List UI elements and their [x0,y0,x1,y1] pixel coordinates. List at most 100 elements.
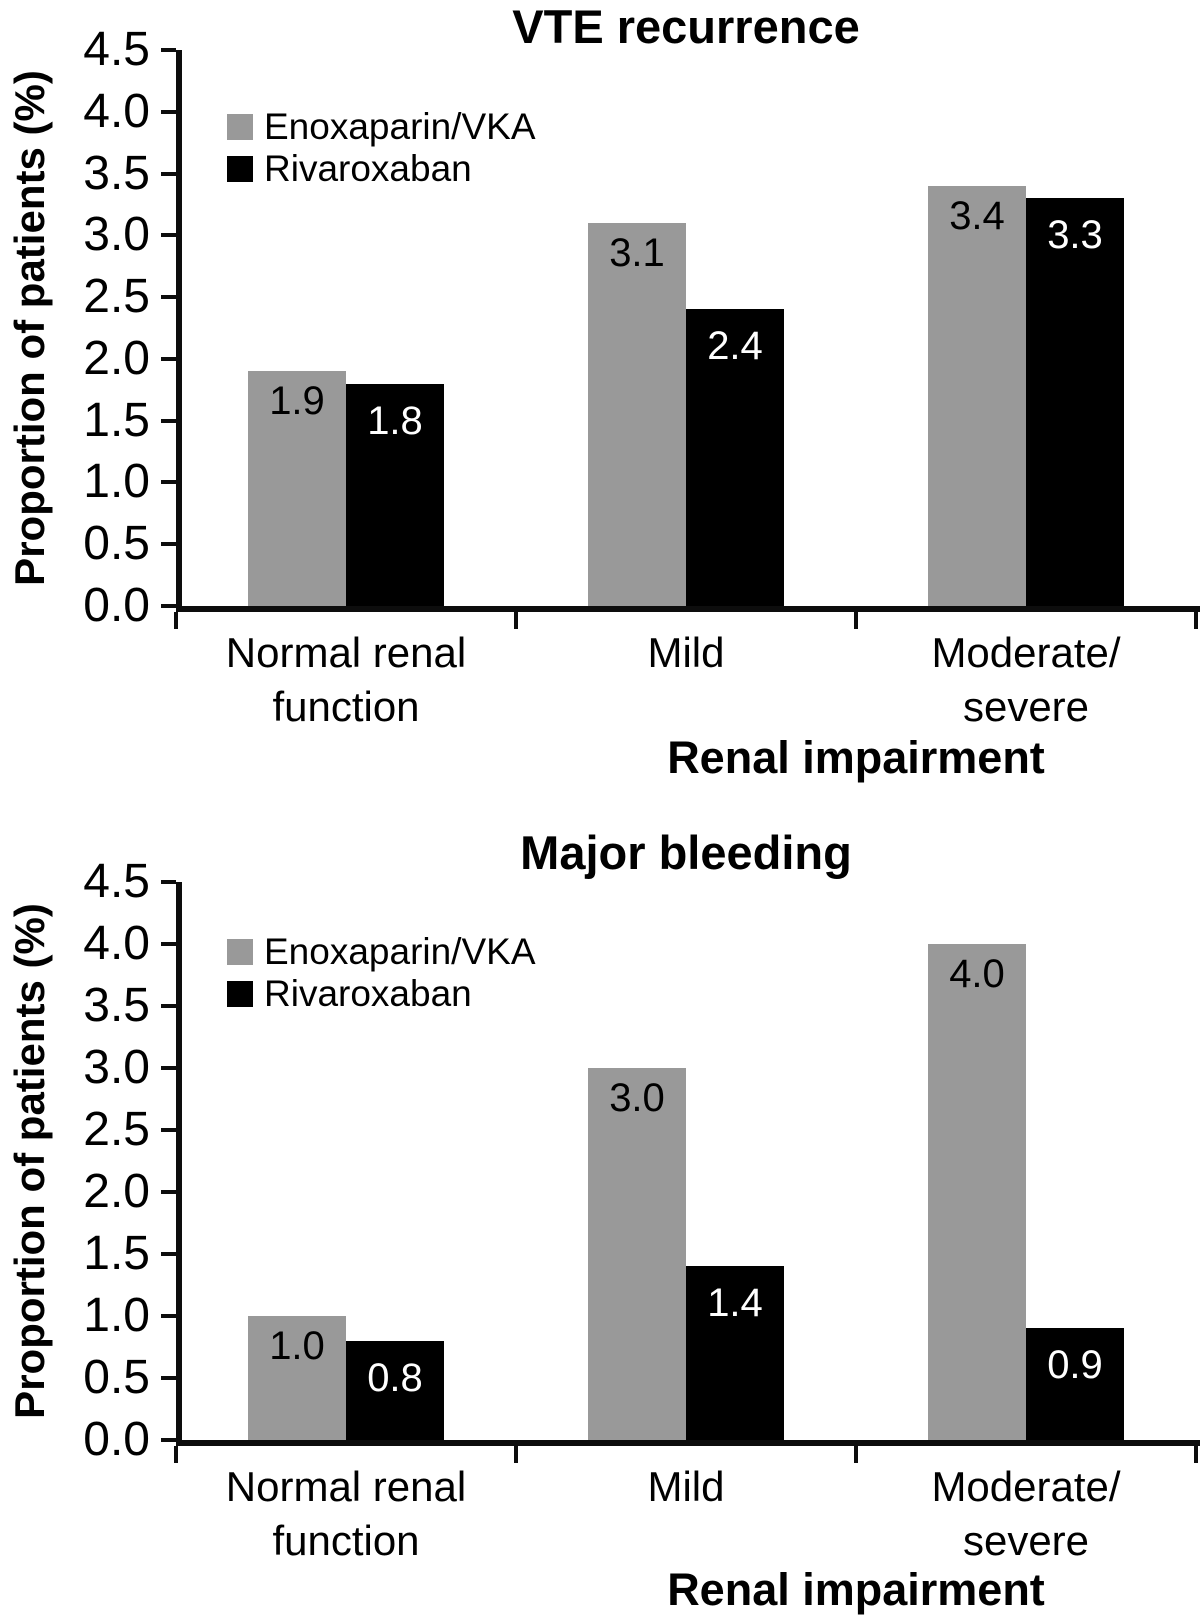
x-category-label-line: Normal renal [225,1463,467,1510]
chart-major-bleeding: Major bleeding Proportion of patients (%… [0,790,1200,1618]
y-tick [161,171,176,176]
legend-label-enoxaparin: Enoxaparin/VKA [264,931,536,972]
y-tick [161,1128,176,1132]
bar-rivaroxaban-1: 2.4 [686,309,784,606]
y-tick [161,1004,176,1008]
bar-value-label: 3.0 [609,1076,665,1120]
x-category-label-line: Mild [647,1463,725,1510]
y-tick-label: 3.5 [83,979,150,1032]
bar-value-label: 1.4 [707,1281,763,1326]
bar-value-label: 3.4 [949,193,1005,238]
bar-rivaroxaban-2: 3.3 [1026,198,1124,606]
legend-label-rivaroxaban: Rivaroxaban [264,973,472,1014]
x-tick [514,612,518,629]
x-category-label-mild: Mild [516,626,856,680]
y-tick [161,542,176,547]
bar-value-label: 1.8 [367,398,423,443]
bar-rivaroxaban-0: 1.8 [346,383,444,606]
bar-enoxaparin-vka-1: 3.0 [588,1068,686,1440]
y-tick [161,942,176,946]
legend: Enoxaparin/VKA Rivaroxaban [227,106,536,190]
x-category-label-normal-renal-function: Normal renal function [176,626,516,734]
y-tick-label: 1.5 [83,1227,150,1280]
x-axis-title: Renal impairment [667,732,1045,783]
x-category-label-line: Normal renal [225,629,467,676]
bar-value-label: 3.1 [609,230,665,275]
bar-value-label: 2.4 [707,324,763,369]
x-category-label-moderate-severe: Moderate/severe [856,1460,1196,1568]
bar-value-label: 3.3 [1047,213,1103,258]
x-tick [1194,612,1198,629]
y-tick-label: 3.5 [83,146,150,200]
x-axis-line [176,606,1200,612]
x-tick [854,1446,858,1463]
x-category-label-mild: Mild [516,1460,856,1514]
y-tick [161,295,176,300]
y-axis-line [176,50,182,612]
y-tick [161,1066,176,1070]
y-tick [161,480,176,485]
x-category-label-line: Moderate/ [931,629,1121,676]
bar-enoxaparin-vka-0: 1.0 [248,1316,346,1440]
x-category-label-line: function [272,1517,420,1564]
y-tick [161,1190,176,1194]
bar-rivaroxaban-0: 0.8 [346,1340,444,1440]
y-tick-label: 4.5 [83,855,150,908]
x-axis-title: Renal impairment [667,1564,1045,1615]
y-tick-label: 0.0 [83,1413,150,1466]
bar-value-label: 1.9 [269,379,325,424]
legend-row-rivaroxaban: Rivaroxaban [227,973,536,1015]
x-category-label-line: severe [962,683,1090,730]
bar-enoxaparin-vka-0: 1.9 [248,371,346,606]
y-axis-line [176,882,182,1446]
x-category-label-line: Mild [647,629,725,676]
y-tick-label: 2.0 [83,331,150,385]
y-tick [161,880,176,884]
chart-vte-recurrence: VTE recurrence Proportion of patients (%… [0,0,1200,790]
y-tick-label: 3.0 [83,1041,150,1094]
legend-label-rivaroxaban: Rivaroxaban [264,148,472,189]
y-tick [161,109,176,114]
y-tick-label: 4.0 [83,917,150,970]
y-tick-label: 1.0 [83,455,150,509]
x-category-label-line: function [272,683,420,730]
bar-enoxaparin-vka-2: 4.0 [928,944,1026,1440]
legend: Enoxaparin/VKA Rivaroxaban [227,931,536,1015]
x-category-label-line: severe [962,1517,1090,1564]
chart-title: VTE recurrence [512,0,860,53]
chart-title: Major bleeding [520,826,852,879]
x-tick [1194,1446,1198,1463]
x-tick [174,612,178,629]
legend-row-rivaroxaban: Rivaroxaban [227,148,536,190]
x-category-label-normal-renal-function: Normal renal function [176,1460,516,1568]
y-tick [161,233,176,238]
y-tick-label: 2.5 [83,1103,150,1156]
legend-label-enoxaparin: Enoxaparin/VKA [264,106,536,147]
y-tick-label: 2.0 [83,1165,150,1218]
x-tick [174,1446,178,1463]
bar-value-label: 0.8 [367,1355,423,1400]
legend-row-enoxaparin: Enoxaparin/VKA [227,931,536,973]
y-tick-label: 0.0 [83,579,150,632]
y-tick-label: 1.5 [83,393,150,447]
bar-rivaroxaban-1: 1.4 [686,1266,784,1440]
y-tick-label: 2.5 [83,270,150,324]
legend-swatch-enoxaparin-icon [227,939,253,965]
y-tick [161,1438,176,1442]
y-tick [161,1252,176,1256]
legend-swatch-enoxaparin-icon [227,114,253,140]
y-tick [161,1314,176,1318]
bar-rivaroxaban-2: 0.9 [1026,1328,1124,1440]
bar-value-label: 0.9 [1047,1343,1103,1388]
y-tick [161,418,176,423]
y-tick [161,1376,176,1380]
legend-row-enoxaparin: Enoxaparin/VKA [227,106,536,148]
legend-swatch-rivaroxaban-icon [227,156,253,182]
y-tick-label: 4.5 [83,23,150,76]
x-tick [854,612,858,629]
y-tick-label: 3.0 [83,208,150,262]
x-tick [514,1446,518,1463]
y-tick [161,604,176,608]
bar-value-label: 1.0 [269,1324,325,1368]
